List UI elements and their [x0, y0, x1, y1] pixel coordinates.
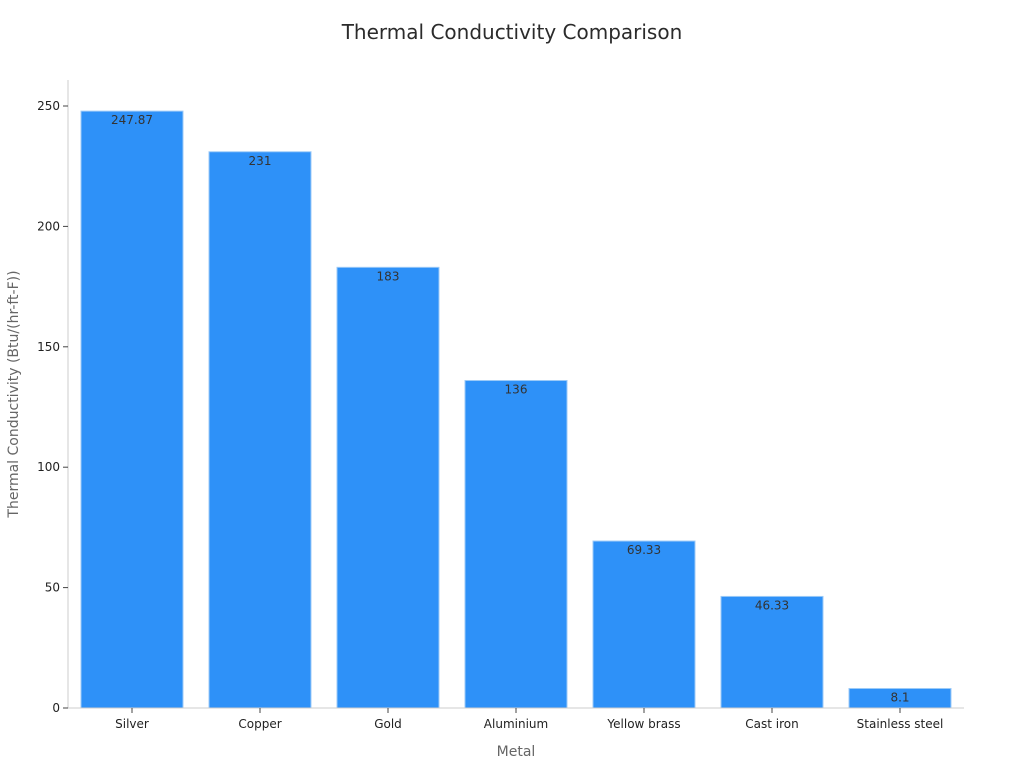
x-tick-label: Stainless steel [857, 717, 944, 731]
data-labels-group: 247.87 231 183 136 69.33 46.33 8.1 [111, 113, 910, 704]
x-tick-label: Yellow brass [606, 717, 680, 731]
x-axis-ticks: Silver Copper Gold Aluminium Yellow brass Cas… [115, 708, 943, 731]
y-axis-ticks: 0 50 100 150 200 250 [37, 99, 68, 715]
bar-value-label: 231 [249, 154, 272, 168]
x-tick-label: Aluminium [484, 717, 548, 731]
y-tick-label: 0 [52, 701, 60, 715]
bars-group [80, 110, 952, 709]
y-tick-label: 100 [37, 460, 60, 474]
x-tick-label: Gold [374, 717, 402, 731]
bar-value-label: 183 [377, 269, 400, 283]
bar-aluminium [464, 380, 568, 709]
bar-cast-iron [720, 595, 824, 709]
y-tick-label: 50 [45, 581, 60, 595]
x-tick-label: Silver [115, 717, 149, 731]
bar-silver [80, 110, 184, 709]
bar-copper [208, 151, 312, 709]
x-tick-label: Copper [238, 717, 281, 731]
bar-value-label: 136 [505, 383, 528, 397]
y-axis-title: Thermal Conductivity (Btu/(hr-ft-F)) [6, 270, 22, 518]
bar-value-label: 46.33 [755, 598, 789, 612]
x-tick-label: Cast iron [745, 717, 798, 731]
y-tick-label: 250 [37, 99, 60, 113]
bar-value-label: 8.1 [890, 690, 909, 704]
bar-value-label: 247.87 [111, 113, 153, 127]
x-axis-title: Metal [497, 744, 536, 760]
bar-yellow-brass [592, 540, 696, 709]
y-tick-label: 150 [37, 340, 60, 354]
bar-value-label: 69.33 [627, 543, 661, 557]
chart-title: Thermal Conductivity Comparison [341, 20, 683, 44]
bar-gold [336, 266, 440, 709]
y-tick-label: 200 [37, 219, 60, 233]
